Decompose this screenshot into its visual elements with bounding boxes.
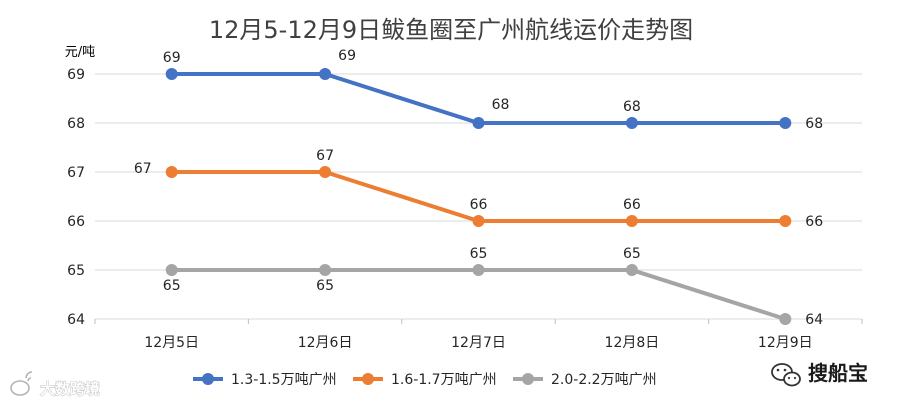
- data-point: [779, 215, 792, 227]
- legend-marker: [362, 373, 374, 385]
- data-point: [165, 264, 178, 276]
- data-point: [472, 117, 485, 129]
- y-tick-label: 64: [67, 312, 85, 328]
- legend-marker: [522, 373, 534, 385]
- data-label: 69: [338, 48, 356, 64]
- data-label: 68: [623, 99, 641, 115]
- data-label: 64: [805, 312, 823, 328]
- data-label: 65: [316, 278, 334, 294]
- data-label: 67: [134, 161, 152, 177]
- data-point: [625, 264, 638, 276]
- data-point: [779, 117, 792, 129]
- data-label: 65: [623, 246, 641, 262]
- data-point: [165, 166, 178, 178]
- gridlines: 64 65 66 67 68 69: [67, 67, 862, 328]
- data-point: [319, 264, 332, 276]
- data-label: 66: [470, 197, 488, 213]
- data-labels: 69 69 68 68 68 67 67 66 66 66 65 65 65 65 64: [134, 48, 823, 328]
- x-tick-label: 12月8日: [605, 335, 660, 351]
- chart-title: 12月5-12月9日鲅鱼圈至广州航线运价走势图: [209, 16, 693, 44]
- right-watermark-text: 搜船宝: [808, 361, 868, 385]
- data-label: 66: [805, 214, 823, 230]
- y-axis-unit-label: 元/吨: [65, 45, 95, 60]
- data-point: [319, 68, 332, 80]
- left-watermark-text: 大数跨境: [40, 380, 100, 398]
- data-point: [319, 166, 332, 178]
- legend-marker: [202, 373, 214, 385]
- y-tick-label: 67: [67, 165, 85, 181]
- data-label: 67: [316, 148, 334, 164]
- data-label: 68: [805, 116, 823, 132]
- data-point: [165, 68, 178, 80]
- data-label: 65: [163, 278, 181, 294]
- x-tick-label: 12月5日: [144, 335, 199, 351]
- wechat-logo-icon: [771, 363, 801, 387]
- left-watermark: 大数跨境: [10, 371, 100, 398]
- x-tick-label: 12月9日: [758, 335, 813, 351]
- data-point: [779, 313, 792, 325]
- legend-entry: 1.6-1.7万吨广州: [391, 372, 497, 388]
- x-axis: 12月5日 12月6日 12月7日 12月8日 12月9日: [94, 319, 863, 351]
- y-tick-label: 66: [67, 214, 85, 230]
- x-tick-label: 12月7日: [451, 335, 506, 351]
- weibo-style-logo-icon: [10, 371, 33, 396]
- x-tick-label: 12月6日: [298, 335, 353, 351]
- series-line: [171, 268, 786, 321]
- legend: 1.3-1.5万吨广州 1.6-1.7万吨广州 2.0-2.2万吨广州: [193, 372, 657, 388]
- legend-entry: 1.3-1.5万吨广州: [231, 372, 337, 388]
- data-label: 65: [470, 246, 488, 262]
- series-layer: [165, 68, 792, 325]
- legend-entry: 2.0-2.2万吨广州: [551, 372, 657, 388]
- data-label: 66: [623, 197, 641, 213]
- y-tick-label: 65: [67, 263, 85, 279]
- data-point: [472, 215, 485, 227]
- data-point: [472, 264, 485, 276]
- data-point: [625, 215, 638, 227]
- data-point: [625, 117, 638, 129]
- y-tick-label: 68: [67, 116, 85, 132]
- data-label: 68: [492, 97, 510, 113]
- data-label: 69: [163, 50, 181, 66]
- right-watermark: 搜船宝: [771, 361, 868, 387]
- y-tick-label: 69: [67, 67, 85, 83]
- series-line: [171, 72, 786, 125]
